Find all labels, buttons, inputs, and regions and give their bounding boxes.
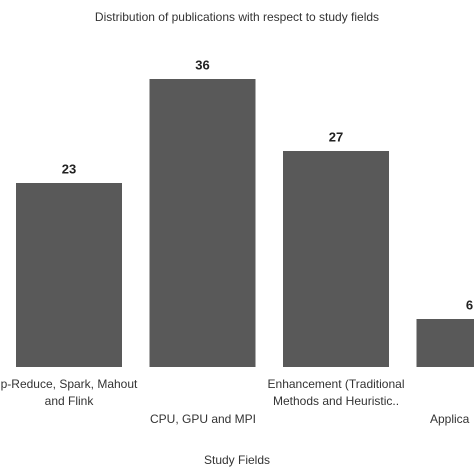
x-tick-label: Enhancement (Traditional Methods and Heur… bbox=[268, 377, 405, 408]
value-label: 36 bbox=[195, 57, 209, 72]
x-axis-label: Study Fields bbox=[204, 453, 270, 467]
x-tick-label: CPU, GPU and MPI bbox=[150, 412, 256, 426]
x-tick-label: Applica bbox=[430, 412, 470, 426]
chart-title: Distribution of publications with respec… bbox=[95, 10, 379, 24]
value-label: 6 bbox=[466, 297, 473, 312]
value-label: 23 bbox=[62, 161, 76, 176]
x-tick-label: p-Reduce, Spark, Mahout and Flink bbox=[1, 377, 138, 408]
bar bbox=[416, 319, 474, 367]
value-label: 27 bbox=[329, 129, 343, 144]
bar bbox=[16, 183, 122, 367]
bar bbox=[149, 79, 256, 367]
bar bbox=[283, 151, 389, 367]
